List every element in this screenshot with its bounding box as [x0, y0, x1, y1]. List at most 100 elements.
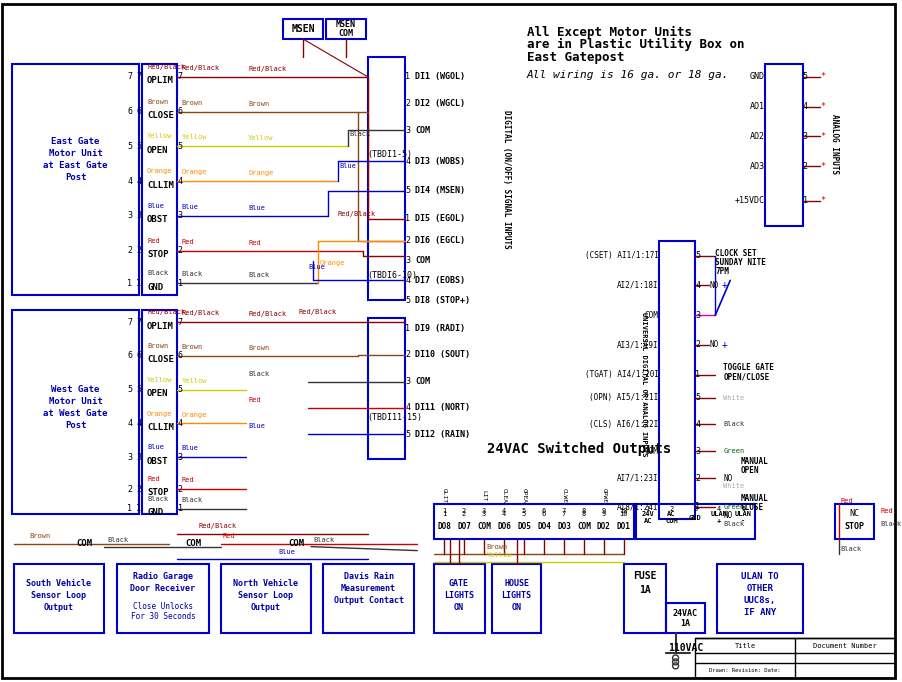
- Text: COM: COM: [77, 539, 92, 548]
- Text: DO8: DO8: [437, 522, 451, 531]
- Text: NO: NO: [723, 473, 732, 483]
- Text: Red/Black: Red/Black: [181, 65, 220, 71]
- Text: GND: GND: [688, 515, 701, 521]
- Text: DI8 (STOP+): DI8 (STOP+): [415, 296, 470, 305]
- Text: OPEN: OPEN: [147, 389, 169, 398]
- Text: Red: Red: [248, 239, 261, 246]
- Text: Yellow: Yellow: [181, 134, 207, 140]
- Text: 4: 4: [502, 508, 506, 514]
- Text: COM: COM: [186, 539, 201, 548]
- Text: 4: 4: [802, 102, 806, 111]
- Text: COM: COM: [415, 256, 429, 265]
- Text: ON: ON: [454, 603, 464, 612]
- Text: Brown: Brown: [147, 343, 168, 349]
- Text: SUNDAY NITE: SUNDAY NITE: [714, 258, 765, 267]
- Text: FUSE: FUSE: [632, 572, 656, 582]
- Text: AI7/1:23I: AI7/1:23I: [616, 473, 658, 483]
- Text: Red/Black: Red/Black: [147, 64, 185, 70]
- Text: 2: 2: [136, 484, 141, 494]
- Text: 5: 5: [695, 251, 700, 260]
- Text: 5: 5: [178, 385, 182, 394]
- Text: CLEA: CLEA: [501, 488, 506, 503]
- Text: Yellow: Yellow: [486, 552, 511, 558]
- Text: 2: 2: [178, 246, 182, 255]
- Text: Red/Black: Red/Black: [147, 309, 185, 315]
- Text: Blue: Blue: [278, 548, 295, 554]
- Text: Orange: Orange: [147, 411, 172, 417]
- Text: OPEN: OPEN: [740, 466, 758, 475]
- Text: 3: 3: [482, 508, 485, 514]
- Text: DI6 (EGCL): DI6 (EGCL): [415, 236, 465, 245]
- Text: 1: 1: [127, 505, 132, 514]
- Text: 5: 5: [405, 430, 410, 439]
- Text: Motor Unit: Motor Unit: [49, 397, 102, 406]
- Text: DI9 (RADI): DI9 (RADI): [415, 323, 465, 333]
- Text: 3: 3: [405, 256, 410, 265]
- Text: 24VAC: 24VAC: [672, 609, 697, 618]
- Text: 24VAC Switched Outputs: 24VAC Switched Outputs: [486, 442, 670, 456]
- Text: COM: COM: [338, 29, 353, 38]
- Text: DI2 (WGCL): DI2 (WGCL): [415, 99, 465, 108]
- Text: OPEN/CLOSE: OPEN/CLOSE: [723, 372, 769, 381]
- Text: Orange: Orange: [319, 260, 345, 265]
- Text: 5: 5: [127, 385, 132, 394]
- Text: 5: 5: [802, 72, 806, 81]
- Text: 5: 5: [405, 296, 410, 305]
- Text: CLWE: CLWE: [561, 488, 566, 503]
- Text: *: *: [820, 132, 824, 141]
- Text: Black: Black: [248, 272, 270, 278]
- Text: (TBDI11-15): (TBDI11-15): [367, 413, 422, 422]
- Text: 3: 3: [695, 447, 700, 456]
- Text: OPEA: OPEA: [521, 488, 526, 503]
- Text: AI8/1:24I: AI8/1:24I: [616, 503, 658, 512]
- Text: 6: 6: [136, 351, 141, 360]
- Text: AO1: AO1: [750, 102, 764, 111]
- Text: Black: Black: [723, 521, 743, 527]
- Text: 1: 1: [127, 279, 132, 288]
- Text: Sensor Loop: Sensor Loop: [237, 591, 292, 600]
- Text: 7: 7: [178, 72, 182, 81]
- Text: OTHER: OTHER: [746, 584, 773, 593]
- Text: Post: Post: [65, 173, 87, 181]
- Text: ULAN
+: ULAN +: [710, 512, 727, 524]
- Text: Red: Red: [181, 477, 194, 483]
- Text: Black: Black: [147, 271, 168, 276]
- Text: (CLS) AI6/1:22I: (CLS) AI6/1:22I: [589, 420, 658, 429]
- Text: 9: 9: [601, 511, 605, 517]
- Text: Red: Red: [879, 508, 892, 514]
- Text: 2: 2: [405, 351, 410, 359]
- Text: DI5 (EGOL): DI5 (EGOL): [415, 214, 465, 223]
- Text: West Gate: West Gate: [51, 385, 99, 394]
- Text: 5: 5: [136, 385, 141, 394]
- Text: Post: Post: [65, 421, 87, 430]
- Text: 3: 3: [178, 453, 182, 462]
- Text: MSEN: MSEN: [336, 20, 355, 29]
- Text: NO: NO: [723, 512, 732, 520]
- Text: OPLIM: OPLIM: [147, 322, 174, 331]
- Text: 6: 6: [127, 351, 132, 360]
- Text: STOP: STOP: [147, 488, 169, 497]
- Text: +: +: [721, 280, 726, 291]
- Text: OPEN: OPEN: [147, 146, 169, 155]
- Text: 1: 1: [645, 506, 649, 512]
- Text: Brown: Brown: [248, 345, 270, 351]
- Text: 3: 3: [405, 126, 410, 135]
- Text: GATE: GATE: [448, 579, 468, 588]
- Text: 6: 6: [127, 107, 132, 116]
- Text: Black: Black: [840, 546, 861, 552]
- Text: Black: Black: [181, 271, 203, 278]
- Text: DI3 (WOBS): DI3 (WOBS): [415, 157, 465, 166]
- Text: DI12 (RAIN): DI12 (RAIN): [415, 430, 470, 439]
- Text: Brown: Brown: [486, 544, 508, 550]
- Text: ANALOG INPUTS: ANALOG INPUTS: [829, 114, 838, 175]
- Text: 5: 5: [136, 142, 141, 151]
- Text: (TBDI1-5): (TBDI1-5): [367, 150, 412, 159]
- Text: Red: Red: [248, 397, 261, 402]
- Text: 5: 5: [405, 186, 410, 196]
- Text: 1: 1: [695, 370, 700, 379]
- Text: 4: 4: [405, 276, 410, 285]
- Text: Red/Black: Red/Black: [248, 311, 286, 317]
- Text: Blue: Blue: [147, 444, 164, 450]
- Text: Radio Garage: Radio Garage: [133, 572, 193, 581]
- Text: 2: 2: [127, 246, 132, 255]
